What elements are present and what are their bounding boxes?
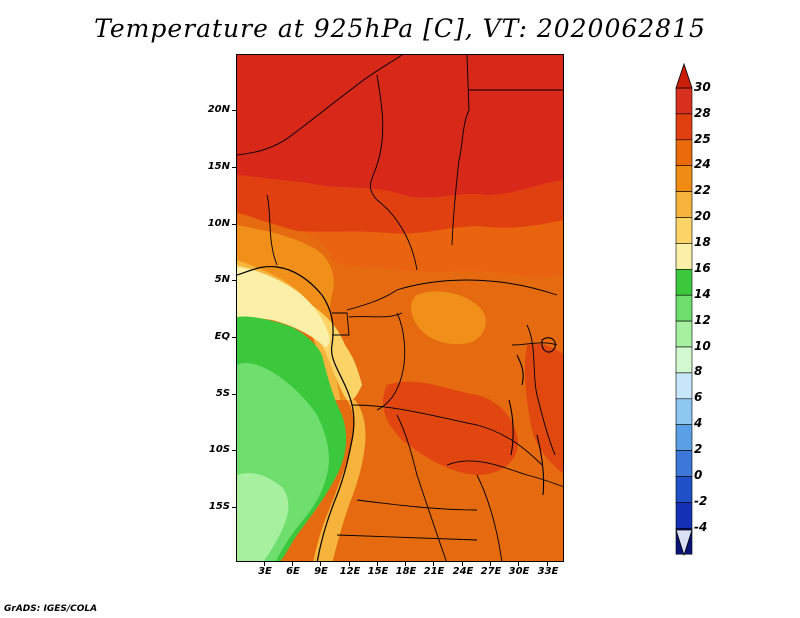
colorbar-label: 6 — [694, 390, 703, 404]
colorbar-label: 2 — [694, 442, 703, 456]
temperature-map — [236, 54, 564, 562]
lat-tickmark — [232, 337, 236, 338]
colorbar-label: 28 — [694, 106, 711, 120]
field-band-12 — [237, 473, 289, 561]
field-band-25 — [237, 213, 563, 278]
temperature-field — [237, 55, 563, 561]
lon-label: 33E — [537, 566, 559, 577]
colorbar-box — [675, 113, 693, 141]
colorbar-box — [675, 139, 693, 167]
colorbar-box — [675, 476, 693, 503]
colorbar-box — [675, 217, 693, 244]
lon-tickmark — [377, 562, 378, 566]
lon-tickmark — [264, 562, 265, 566]
lat-tickmark — [232, 450, 236, 451]
colorbar-label: 4 — [694, 416, 703, 430]
lon-label: 21E — [423, 566, 445, 577]
colorbar-box — [675, 398, 693, 425]
coastline — [237, 265, 355, 561]
colorbar-box — [675, 87, 693, 115]
lon-tickmark — [349, 562, 350, 566]
country-borders — [237, 55, 563, 561]
lon-label: 9E — [314, 566, 328, 577]
lon-label: 24E — [452, 566, 474, 577]
colorbar-label: -2 — [694, 494, 708, 508]
lon-tickmark — [462, 562, 463, 566]
field-strip-22 — [313, 400, 366, 561]
colorbar-label: 0 — [694, 468, 703, 482]
lon-tickmark — [405, 562, 406, 566]
colorbar-box — [675, 269, 693, 296]
lat-label: 5N — [214, 274, 230, 285]
lat-tickmark — [232, 394, 236, 395]
colorbar-bottom-arrow — [675, 529, 693, 557]
lat-tickmark — [232, 110, 236, 111]
colorbar-box — [675, 450, 693, 477]
lat-label: 5S — [215, 388, 230, 399]
colorbar-box — [675, 424, 693, 451]
field-band-24 — [237, 225, 352, 400]
colorbar-boxes — [675, 87, 693, 555]
lat-label: 10S — [208, 444, 230, 455]
lon-label: 30E — [508, 566, 530, 577]
colorbar-label: 16 — [694, 261, 711, 275]
colorbar-label: 12 — [694, 313, 711, 327]
colorbar-label: 25 — [694, 132, 711, 146]
lat-label: 15N — [207, 161, 230, 172]
colorbar-label: 30 — [694, 80, 711, 94]
lon-tickmark — [320, 562, 321, 566]
lat-tickmark — [232, 167, 236, 168]
colorbar-label: 20 — [694, 209, 711, 223]
colorbar-label: 22 — [694, 183, 711, 197]
lon-tickmark — [292, 562, 293, 566]
lon-tickmark — [547, 562, 548, 566]
field-patch-24 — [411, 291, 486, 345]
colorbar-label: 10 — [694, 339, 711, 353]
lat-label: 20N — [207, 104, 230, 115]
lat-label: EQ — [214, 331, 230, 342]
colorbar-label: 8 — [694, 364, 703, 378]
lakes — [508, 337, 556, 496]
colorbar-box — [675, 372, 693, 400]
lon-label: 6E — [286, 566, 300, 577]
colorbar-box — [675, 502, 693, 529]
credit-text: GrADS: IGES/COLA — [4, 604, 98, 614]
colorbar-box — [675, 320, 693, 348]
colorbar — [675, 62, 693, 557]
lon-tickmark — [518, 562, 519, 566]
colorbar-box — [675, 191, 693, 218]
colorbar-label: 14 — [694, 287, 711, 301]
field-patch-28a — [382, 381, 518, 475]
lon-label: 3E — [258, 566, 272, 577]
lon-label: 18E — [395, 566, 417, 577]
lon-label: 15E — [367, 566, 389, 577]
colorbar-box — [675, 294, 693, 322]
lon-tickmark — [433, 562, 434, 566]
colorbar-label: 18 — [694, 235, 711, 249]
map-title: Temperature at 925hPa [C], VT: 202006281… — [94, 14, 706, 43]
field-band-28 — [237, 175, 563, 234]
lat-tickmark — [232, 507, 236, 508]
field-band-18 — [237, 267, 330, 347]
colorbar-label: -4 — [694, 520, 708, 534]
field-band-30 — [237, 55, 563, 198]
lat-label: 15S — [208, 501, 230, 512]
colorbar-box — [675, 165, 693, 192]
lon-label: 27E — [480, 566, 502, 577]
lon-label: 12E — [339, 566, 361, 577]
colorbar-box — [675, 346, 693, 374]
colorbar-top-arrow — [675, 62, 693, 89]
colorbar-box — [675, 243, 693, 270]
lat-label: 10N — [207, 218, 230, 229]
lon-tickmark — [490, 562, 491, 566]
lat-tickmark — [232, 224, 236, 225]
lat-tickmark — [232, 280, 236, 281]
colorbar-label: 24 — [694, 157, 711, 171]
